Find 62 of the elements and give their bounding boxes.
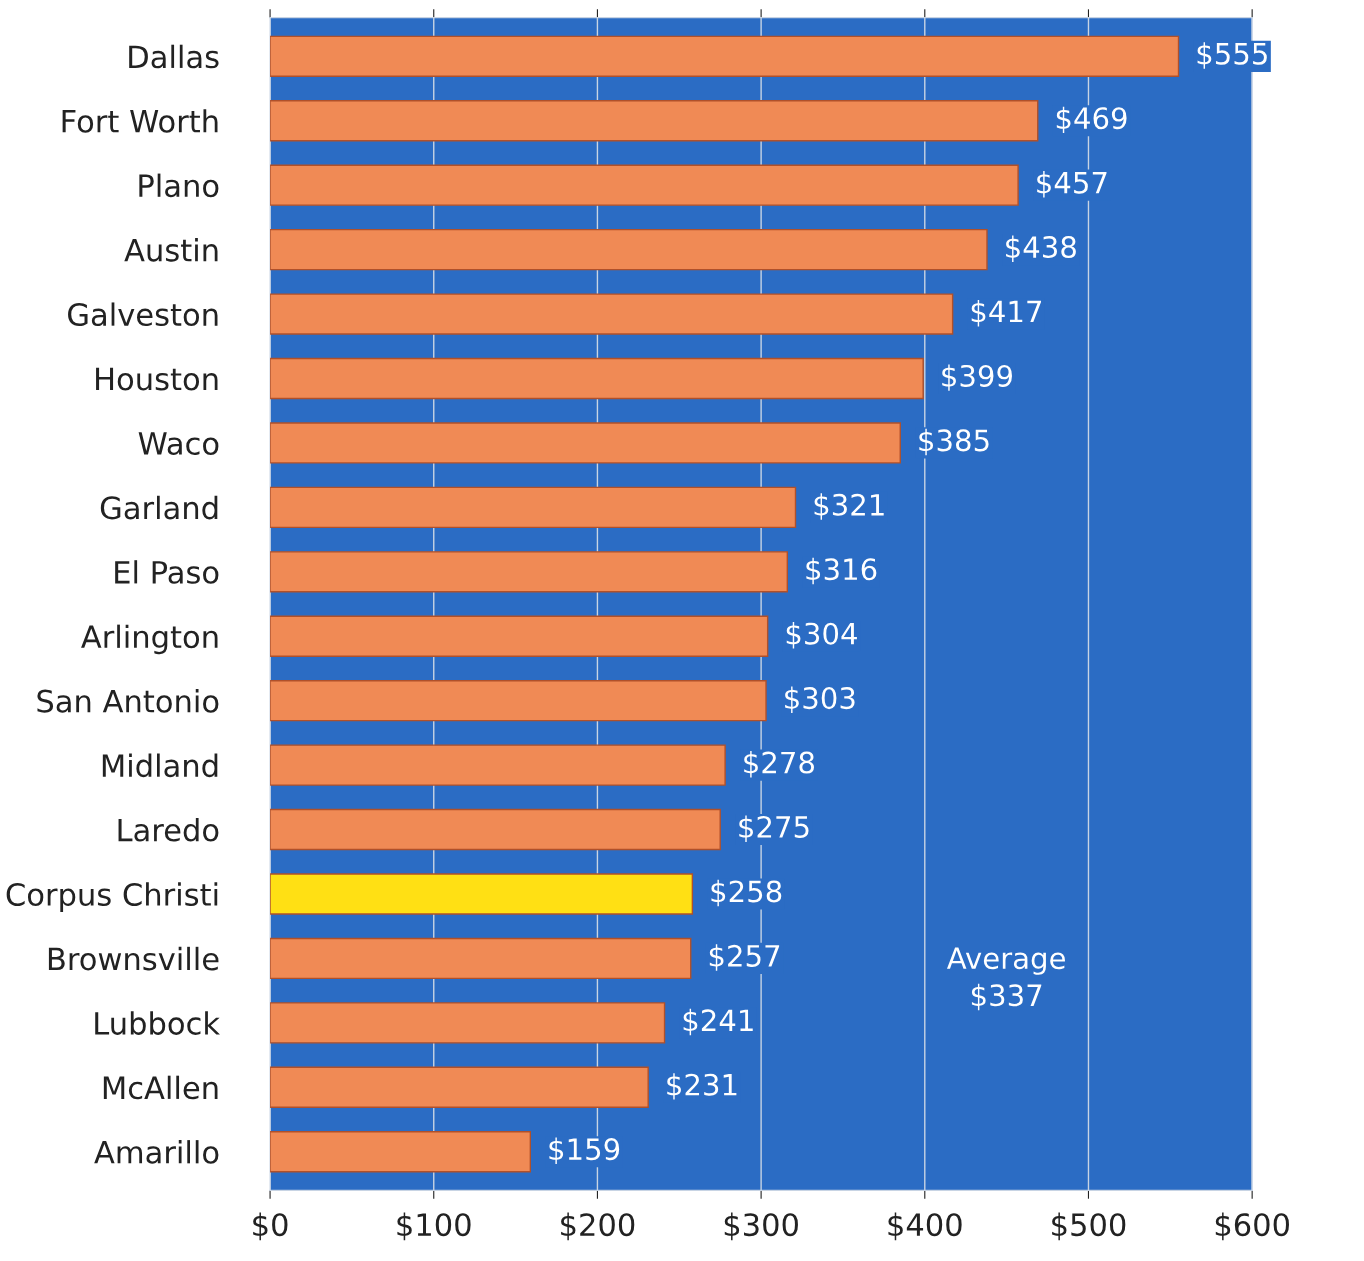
data-label: $278 <box>744 750 814 778</box>
y-tick-label: Austin <box>124 238 218 262</box>
y-tick-label: McAllen <box>103 1075 218 1100</box>
y-tick-label: Arlington <box>81 624 218 655</box>
bar <box>270 937 692 980</box>
data-label: $241 <box>683 1008 753 1036</box>
data-label: $555 <box>1197 42 1267 69</box>
y-tick-label: Houston <box>96 367 218 391</box>
y-tick-label: Plano <box>139 173 219 198</box>
data-label: $469 <box>1056 106 1127 134</box>
y-tick-label: Laredo <box>118 817 219 842</box>
data-label: $385 <box>919 428 989 456</box>
y-tick-label: Brownsville <box>48 946 219 971</box>
bar <box>270 357 924 400</box>
y-tick-label: Corpus Christi <box>6 882 218 912</box>
data-label: $304 <box>786 622 857 649</box>
y-tick-label: Galveston <box>68 302 218 327</box>
data-label: $257 <box>709 944 780 971</box>
bar <box>270 100 1039 142</box>
data-label: $159 <box>549 1137 620 1165</box>
y-tick-label: Garland <box>100 495 218 520</box>
y-tick-label: San Antonio <box>37 689 219 713</box>
data-label: $417 <box>971 299 1042 327</box>
y-tick-label: Dallas <box>129 44 219 69</box>
data-label: $457 <box>1037 171 1107 198</box>
y-tick-label: Amarillo <box>94 1140 219 1164</box>
bar <box>270 228 988 271</box>
annotation: Average $337 <box>946 947 1065 1011</box>
y-tick-label: Midland <box>102 753 218 778</box>
y-tick-label: Fort Worth <box>62 109 218 133</box>
data-label: $258 <box>711 879 782 907</box>
x-tick-label: $400 <box>888 1212 962 1241</box>
bar <box>270 293 954 335</box>
bar <box>270 551 788 593</box>
bar <box>270 164 1019 206</box>
data-label: $275 <box>739 815 809 842</box>
bar <box>270 808 721 851</box>
x-tick-label: $300 <box>724 1212 798 1241</box>
bar <box>270 1002 666 1044</box>
x-tick-label: $500 <box>1052 1212 1126 1241</box>
bar <box>270 873 694 915</box>
bar <box>270 1066 649 1108</box>
bar <box>270 744 726 786</box>
y-tick-label: Lubbock <box>95 1011 220 1035</box>
data-label: $321 <box>814 493 884 520</box>
bar <box>270 35 1180 77</box>
x-tick-label: $600 <box>1215 1212 1289 1241</box>
y-tick-label: El Paso <box>115 560 219 584</box>
bar <box>270 1131 532 1173</box>
x-tick-label: $0 <box>253 1212 288 1241</box>
data-label: $438 <box>1006 235 1076 262</box>
y-tick-label: Waco <box>138 432 219 455</box>
bar <box>270 680 767 722</box>
data-label: $303 <box>785 686 855 714</box>
data-label: $231 <box>667 1073 737 1100</box>
bar <box>270 486 797 529</box>
bar <box>270 615 769 657</box>
data-label: $399 <box>942 364 1012 391</box>
x-tick-label: $100 <box>397 1212 471 1241</box>
data-label: $316 <box>806 557 877 585</box>
bar <box>270 422 901 464</box>
x-tick-label: $200 <box>561 1212 635 1241</box>
